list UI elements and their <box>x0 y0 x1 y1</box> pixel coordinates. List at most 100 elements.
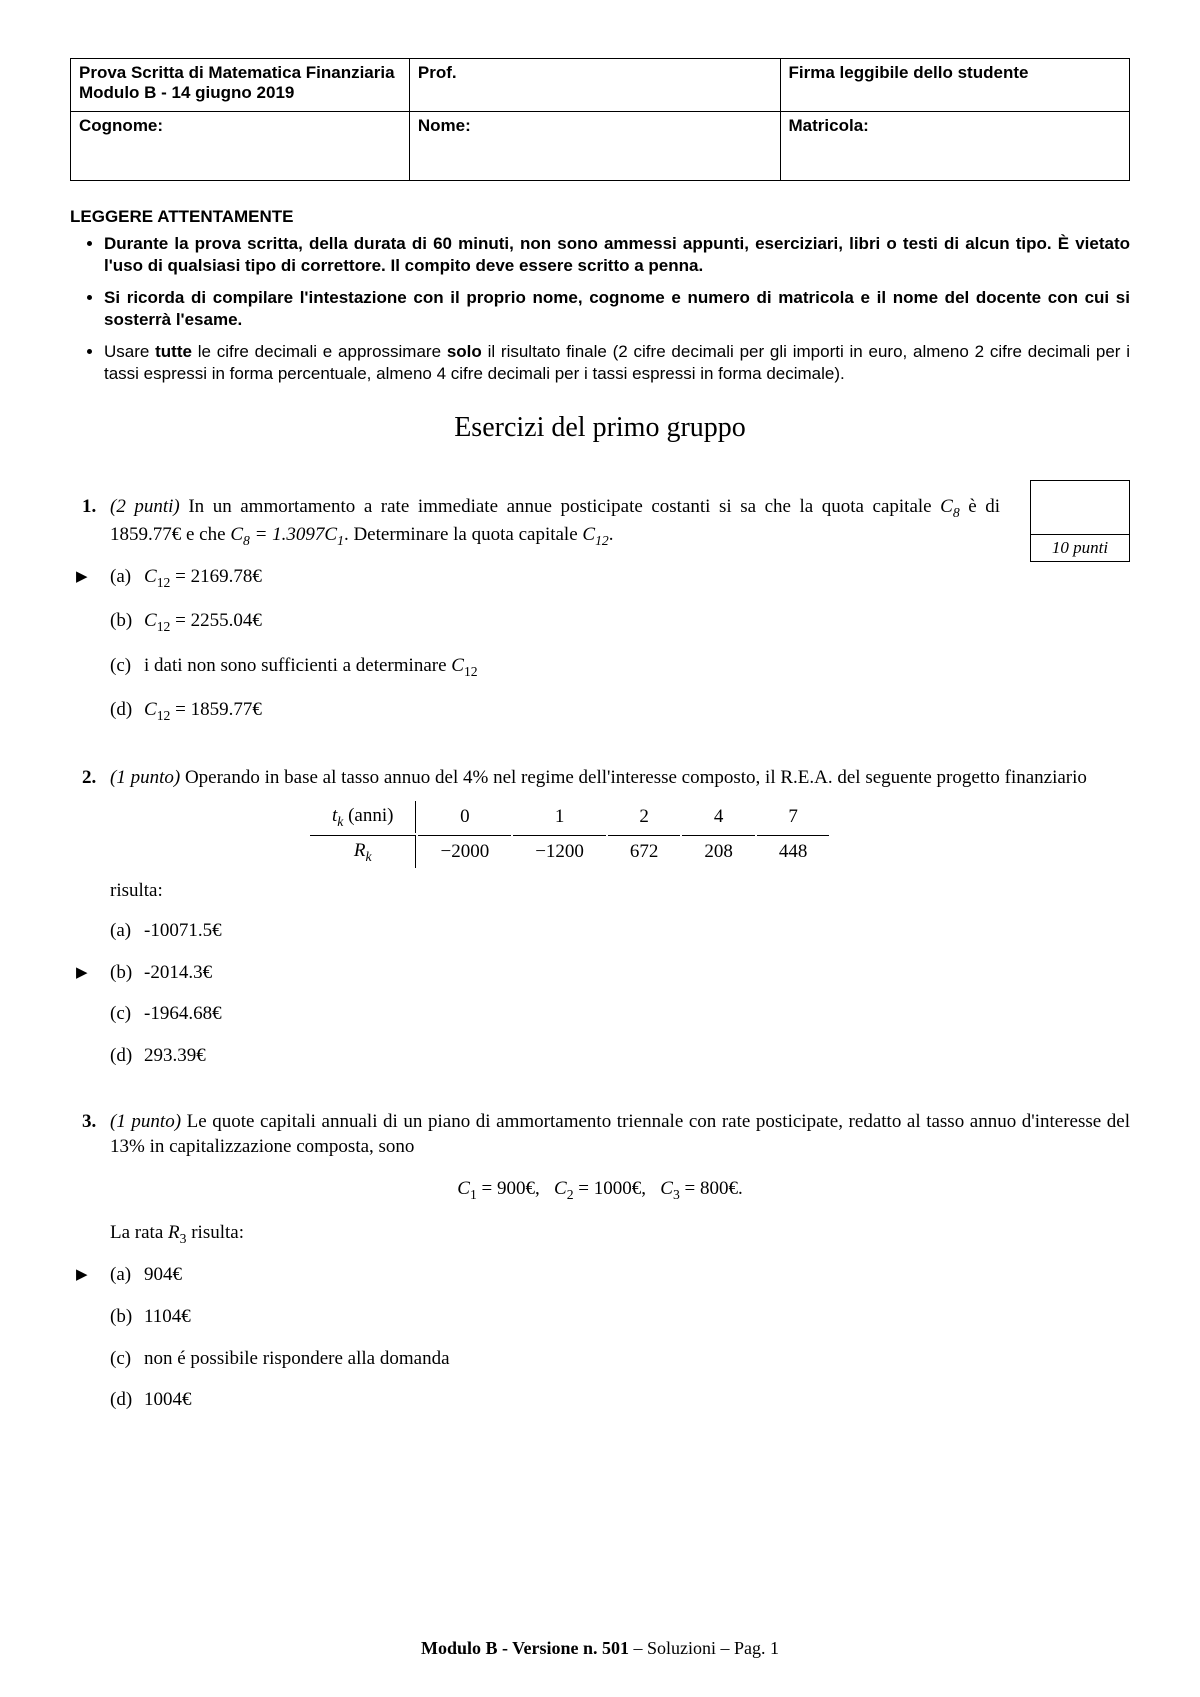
q3-opt-a: ▶ (a) 904€ <box>110 1262 1130 1288</box>
rule-3: Usare tutte le cifre decimali e approssi… <box>104 341 1130 385</box>
exam-page: Prova Scritta di Matematica Finanziaria … <box>0 0 1200 1697</box>
opt-letter: (c) <box>110 1001 131 1027</box>
question-3: 3. (1 punto) Le quote capitali annuali d… <box>70 1109 1130 1413</box>
q3-opt-b: (b) 1104€ <box>110 1304 1130 1330</box>
header-cell-title: Prova Scritta di Matematica Finanziaria … <box>71 59 410 112</box>
q1-stem-c: . Determinare la quota capitale <box>344 524 582 545</box>
q2-r2: 672 <box>608 835 681 868</box>
q3-stem: (1 punto) Le quote capitali annuali di u… <box>110 1109 1130 1160</box>
q3-after: La rata R3 risulta: <box>110 1220 1130 1248</box>
q1-stem-a: In un ammortamento a rate immediate annu… <box>180 496 940 517</box>
q2-t2: 2 <box>608 801 681 833</box>
q1-points: (2 punti) <box>110 496 180 517</box>
rule-2-text: Si ricorda di compilare l'intestazione c… <box>104 288 1130 329</box>
exam-title-line2: Modulo B - 14 giugno 2019 <box>79 83 294 102</box>
rule-3-text: Usare tutte le cifre decimali e approssi… <box>104 342 1130 383</box>
footer-mid: – Soluzioni – <box>629 1638 734 1658</box>
q1-opt-c-text: i dati non sono sufficienti a determinar… <box>144 655 478 676</box>
opt-letter: (d) <box>110 1043 132 1069</box>
q2-opt-b: ▶ (b) -2014.3€ <box>110 960 1130 986</box>
rule-3-b1: tutte <box>155 342 192 361</box>
opt-letter: (b) <box>110 1304 132 1330</box>
question-2: 2. (1 punto) Operando in base al tasso a… <box>70 765 1130 1068</box>
header-table: Prova Scritta di Matematica Finanziaria … <box>70 58 1130 181</box>
q2-table: tk (anni) 0 1 2 4 7 Rk −2000 −1200 672 2… <box>308 799 831 871</box>
opt-letter: (b) <box>110 608 132 634</box>
q2-opt-d: (d) 293.39€ <box>110 1043 1130 1069</box>
opt-letter: (a) <box>110 564 131 590</box>
opt-letter: (a) <box>110 918 131 944</box>
q2-opt-b-text: -2014.3€ <box>144 962 212 983</box>
question-1: 1. (2 punti) In un ammortamento a rate i… <box>70 494 1130 726</box>
q2-opt-c-text: -1964.68€ <box>144 1003 222 1024</box>
header-row-1: Prova Scritta di Matematica Finanziaria … <box>71 59 1130 112</box>
q1-opt-d-text: C12 = 1859.77€ <box>144 699 262 720</box>
q2-r3: 208 <box>682 835 755 868</box>
q2-t3: 4 <box>682 801 755 833</box>
q1-opt-b-text: C12 = 2255.04€ <box>144 610 262 631</box>
q2-rlabel: Rk <box>310 835 416 868</box>
q1-opt-a-text: C12 = 2169.78€ <box>144 566 262 587</box>
q2-r0: −2000 <box>418 835 511 868</box>
q2-opt-a-text: -10071.5€ <box>144 920 222 941</box>
rule-3-prefix: Usare <box>104 342 155 361</box>
correct-marker-icon: ▶ <box>76 1265 88 1285</box>
q1-c8-sym: C <box>940 496 953 517</box>
q2-opt-a: (a) -10071.5€ <box>110 918 1130 944</box>
q3-opt-d-text: 1004€ <box>144 1389 192 1410</box>
q2-t1: 1 <box>513 801 606 833</box>
header-cell-id: Matricola: <box>780 112 1129 181</box>
header-cell-signature: Firma leggibile dello studente <box>780 59 1129 112</box>
q2-r1: −1200 <box>513 835 606 868</box>
q3-options: ▶ (a) 904€ (b) 1104€ (c) non é possibile… <box>110 1262 1130 1413</box>
q2-stem-text: Operando in base al tasso annuo del 4% n… <box>180 767 1087 788</box>
q1-c12: C12 <box>582 524 608 545</box>
q2-options: (a) -10071.5€ ▶ (b) -2014.3€ (c) -1964.6… <box>110 918 1130 1069</box>
q3-opt-c: (c) non é possibile rispondere alla doma… <box>110 1346 1130 1372</box>
q2-t0: 0 <box>418 801 511 833</box>
header-row-2: Cognome: Nome: Matricola: <box>71 112 1130 181</box>
footer-bold: Modulo B - Versione n. 501 <box>421 1638 629 1658</box>
rules-title: LEGGERE ATTENTAMENTE <box>70 207 1130 227</box>
q1-c8-sub: 8 <box>953 504 960 519</box>
q3-opt-a-text: 904€ <box>144 1264 182 1285</box>
q1-number: 1. <box>82 494 96 520</box>
group-title: Esercizi del primo gruppo <box>70 412 1130 444</box>
q2-tlabel: tk (anni) <box>310 801 416 833</box>
footer-page: Pag. 1 <box>734 1638 779 1658</box>
q1-opt-c: (c) i dati non sono sufficienti a determ… <box>110 653 1130 681</box>
correct-marker-icon: ▶ <box>76 963 88 983</box>
q1-c8: C8 <box>940 496 960 517</box>
q2-table-row-r: Rk −2000 −1200 672 208 448 <box>310 835 829 868</box>
rule-3-b2: solo <box>447 342 482 361</box>
q3-opt-d: (d) 1004€ <box>110 1387 1130 1413</box>
opt-letter: (b) <box>110 960 132 986</box>
q2-opt-c: (c) -1964.68€ <box>110 1001 1130 1027</box>
correct-marker-icon: ▶ <box>76 567 88 587</box>
page-footer: Modulo B - Versione n. 501 – Soluzioni –… <box>0 1638 1200 1659</box>
opt-letter: (d) <box>110 697 132 723</box>
opt-letter: (a) <box>110 1262 131 1288</box>
header-cell-name: Nome: <box>409 112 780 181</box>
q2-points: (1 punto) <box>110 767 180 788</box>
q1-c12-sym: C <box>582 524 595 545</box>
rule-1: Durante la prova scritta, della durata d… <box>104 233 1130 277</box>
q3-opt-b-text: 1104€ <box>144 1306 191 1327</box>
q2-after: risulta: <box>110 878 1130 904</box>
q1-opt-d: (d) C12 = 1859.77€ <box>110 697 1130 725</box>
rules-list: Durante la prova scritta, della durata d… <box>104 233 1130 386</box>
q3-equation: C1 = 900€, C2 = 1000€, C3 = 800€. <box>70 1176 1130 1204</box>
q3-number: 3. <box>82 1109 96 1135</box>
exam-title-line1: Prova Scritta di Matematica Finanziaria <box>79 63 395 82</box>
rule-3-mid: le cifre decimali e approssimare <box>192 342 447 361</box>
opt-letter: (c) <box>110 1346 131 1372</box>
q2-stem: (1 punto) Operando in base al tasso annu… <box>110 765 1130 791</box>
q1-stem-d: . <box>609 524 614 545</box>
q3-stem-text: Le quote capitali annuali di un piano di… <box>110 1111 1130 1158</box>
q2-opt-d-text: 293.39€ <box>144 1045 206 1066</box>
q1-c12-sub: 12 <box>595 533 609 548</box>
rule-1-text: Durante la prova scritta, della durata d… <box>104 234 1130 275</box>
opt-letter: (c) <box>110 653 131 679</box>
header-cell-prof: Prof. <box>409 59 780 112</box>
q3-opt-c-text: non é possibile rispondere alla domanda <box>144 1348 450 1369</box>
